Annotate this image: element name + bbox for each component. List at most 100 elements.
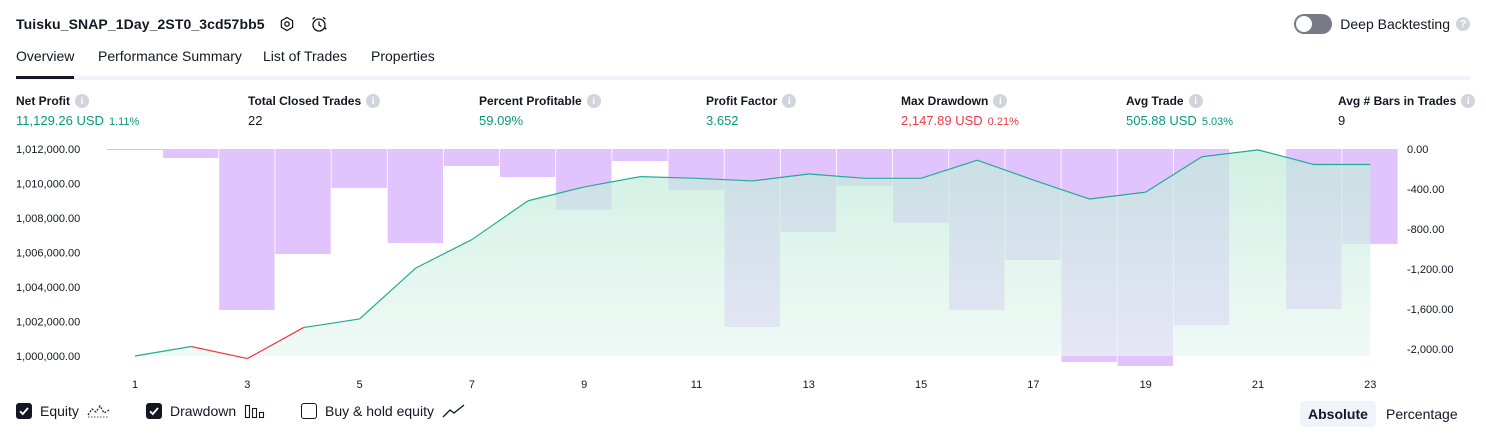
drawdown-bar <box>612 149 668 161</box>
metric-value-text: 11,129.26 USD <box>16 113 104 128</box>
metric-net-profit: Net Profit i 11,129.26 USD 1.11% <box>16 93 139 129</box>
equity-line-segment <box>191 345 248 360</box>
left-axis-tick: 1,008,000.00 <box>16 213 80 225</box>
equity-checkbox[interactable] <box>16 403 32 419</box>
buy-hold-legend-label: Buy & hold equity <box>325 403 434 419</box>
equity-line-segment <box>1257 149 1315 166</box>
equity-line-segment <box>920 159 978 179</box>
metric-label: Net Profit i <box>16 93 139 109</box>
alarm-clock-icon[interactable] <box>309 14 329 34</box>
metric-value-text: 22 <box>248 113 263 128</box>
metric-value: 22 <box>248 113 380 129</box>
drawdown-bars-icon <box>244 403 266 419</box>
right-axis-tick: -1,600.00 <box>1407 304 1453 316</box>
info-icon[interactable]: i <box>366 94 381 108</box>
right-axis-tick: 0.00 <box>1407 144 1428 156</box>
x-axis-tick: 21 <box>1252 379 1264 391</box>
tab-performance-summary[interactable]: Performance Summary <box>98 48 242 64</box>
equity-line-segment <box>134 345 192 357</box>
x-axis-tick: 23 <box>1364 379 1376 391</box>
percentage-button[interactable]: Percentage <box>1386 406 1458 422</box>
buy-hold-checkbox[interactable] <box>301 403 317 419</box>
equity-legend-label: Equity <box>40 403 79 419</box>
metric-label-text: Net Profit <box>16 94 70 108</box>
metric-value: 9 <box>1338 113 1475 129</box>
buy-hold-line-icon <box>442 403 466 419</box>
info-icon[interactable]: i <box>1188 94 1203 108</box>
info-icon[interactable]: i <box>782 94 797 108</box>
left-axis-tick: 1,000,000.00 <box>16 351 80 363</box>
metric-avg-bars-in-trades: Avg # Bars in Trades i 9 <box>1338 93 1476 129</box>
equity-line-segment <box>752 173 809 182</box>
info-icon[interactable]: i <box>75 94 89 108</box>
equity-line-segment <box>808 173 865 179</box>
metric-label: Total Closed Trades i <box>248 93 381 109</box>
left-axis-tick: 1,006,000.00 <box>16 248 80 260</box>
equity-line-segment <box>584 176 641 188</box>
absolute-button[interactable]: Absolute <box>1300 401 1376 427</box>
deep-backtesting-toggle[interactable] <box>1294 14 1333 34</box>
equity-line-segment <box>1089 191 1146 200</box>
equity-line-segment <box>696 177 753 182</box>
drawdown-bar <box>387 149 444 243</box>
metric-total-closed-trades: Total Closed Trades i 22 <box>248 93 381 129</box>
right-axis-tick: -400.00 <box>1407 184 1444 196</box>
drawdown-bar <box>499 149 556 177</box>
metric-percent: 5.03% <box>1201 116 1234 128</box>
metric-value: 2,147.89 USD 0.21% <box>901 113 1019 129</box>
metric-max-drawdown: Max Drawdown i 2,147.89 USD 0.21% <box>901 93 1019 129</box>
x-axis-tick: 15 <box>915 379 927 391</box>
metric-percent: 0.21% <box>987 116 1019 128</box>
metric-value: 11,129.26 USD 1.11% <box>16 113 139 129</box>
metric-label-text: Max Drawdown <box>901 94 989 108</box>
tab-bar: Overview Performance Summary List of Tra… <box>16 42 1470 80</box>
strategy-title: Tuisku_SNAP_1Day_2ST0_3cd57bb5 <box>16 16 265 32</box>
metric-label: Profit Factor i <box>706 93 797 109</box>
equity-line-segment <box>359 267 417 320</box>
equity-line-segment <box>640 176 697 179</box>
equity-line-segment <box>471 200 529 241</box>
equity-line-icon <box>87 403 111 419</box>
metric-label-text: Total Closed Trades <box>248 94 362 108</box>
deep-backtesting-control: Deep Backtesting ? <box>1294 12 1470 36</box>
info-icon[interactable]: i <box>586 94 601 108</box>
metric-label-text: Avg # Bars in Trades <box>1338 94 1457 108</box>
info-icon[interactable]: i <box>993 94 1008 108</box>
legend-equity[interactable]: Equity <box>16 403 111 419</box>
tab-properties[interactable]: Properties <box>371 48 435 64</box>
x-axis-tick: 17 <box>1027 379 1039 391</box>
help-icon[interactable]: ? <box>1456 17 1470 31</box>
drawdown-bar <box>275 149 331 254</box>
drawdown-bar <box>219 149 275 310</box>
legend-buy-hold[interactable]: Buy & hold equity <box>301 403 466 419</box>
metric-label: Max Drawdown i <box>901 93 1019 109</box>
metric-value: 505.88 USD 5.03% <box>1126 113 1233 129</box>
header: Tuisku_SNAP_1Day_2ST0_3cd57bb5 <box>16 12 329 36</box>
equity-line-segment <box>977 159 1034 181</box>
metric-label: Avg # Bars in Trades i <box>1338 93 1476 109</box>
x-axis-tick: 3 <box>244 379 250 391</box>
info-icon[interactable]: i <box>1461 94 1476 108</box>
equity-line-segment <box>1145 156 1203 193</box>
metric-value-text: 2,147.89 USD <box>901 113 983 128</box>
equity-line-segment <box>247 327 304 360</box>
metric-value-text: 505.88 USD <box>1126 113 1197 128</box>
tab-list-of-trades[interactable]: List of Trades <box>263 48 348 64</box>
legend-drawdown[interactable]: Drawdown <box>146 403 266 419</box>
metric-percent-profitable: Percent Profitable i 59.09% <box>479 93 601 129</box>
metric-value-text: 3.652 <box>706 113 739 128</box>
x-axis-tick: 13 <box>803 379 815 391</box>
metric-value-text: 9 <box>1338 113 1346 128</box>
drawdown-checkbox[interactable] <box>146 403 162 419</box>
metric-label-text: Percent Profitable <box>479 94 582 108</box>
equity-line-segment <box>1033 179 1090 200</box>
metric-value: 59.09% <box>479 113 601 129</box>
left-axis-tick: 1,010,000.00 <box>16 179 80 191</box>
equity-line-segment <box>415 239 473 269</box>
metric-label-text: Avg Trade <box>1126 94 1184 108</box>
equity-line-segment <box>527 186 585 202</box>
settings-icon[interactable] <box>277 14 297 34</box>
equity-area <box>135 149 1371 359</box>
tab-overview[interactable]: Overview <box>16 48 75 79</box>
deep-backtesting-label: Deep Backtesting <box>1340 16 1450 32</box>
